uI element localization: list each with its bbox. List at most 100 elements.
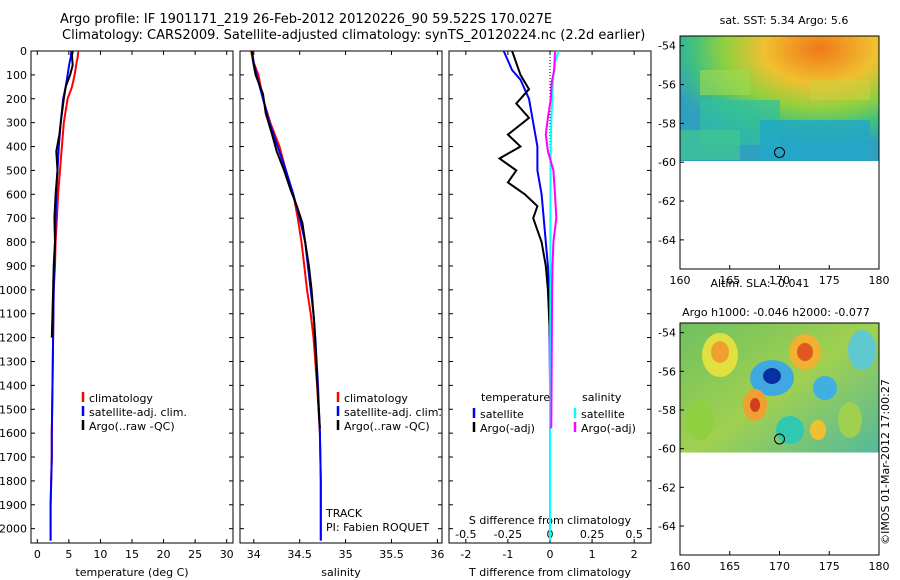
- x-tick-label: 165: [719, 560, 740, 573]
- legend-label: satellite-adj. clim.: [344, 406, 442, 419]
- y-tick-label: -56: [658, 365, 676, 378]
- series-line-salinity-0: [250, 50, 322, 541]
- x-tick-label: 175: [819, 274, 840, 287]
- y-tick-label: 0: [20, 45, 27, 58]
- y-tick-label: -64: [658, 520, 676, 533]
- y-tick-label: 1900: [0, 499, 27, 512]
- map-title: Altim. SLA: -0.041: [710, 277, 809, 290]
- y-tick-label: -62: [658, 195, 676, 208]
- x-tick-label: 1: [589, 548, 596, 561]
- track-annotation: TRACK: [325, 507, 363, 520]
- y-tick-label: -58: [658, 404, 676, 417]
- y-tick-label: 1800: [0, 475, 27, 488]
- profile-location-marker: [774, 433, 785, 445]
- panel-sla_map: 160 165 170 175 180 -54 -56 -58 -60 -62 -64 Altim. …: [658, 277, 889, 573]
- y-tick-label: 200: [6, 93, 27, 106]
- y-tick-label: 700: [6, 212, 27, 225]
- x-tick-label: 34: [247, 548, 261, 561]
- x-tick-label: 5: [65, 548, 72, 561]
- x-tick-label: 180: [869, 560, 890, 573]
- legend-label: Argo(-adj): [480, 422, 535, 435]
- panel-temperature: 0100200300400500600700800900100011001200…: [0, 45, 234, 579]
- x-tick-label: 180: [869, 274, 890, 287]
- y-tick-label: 100: [6, 69, 27, 82]
- chart-title-line1: Argo profile: IF 1901171_219 26-Feb-2012…: [60, 12, 553, 27]
- panel-salinity: 34 34.5 35 35.5 36 salinity climatologysatelli…: [239, 50, 444, 579]
- legend-label: satellite-adj. clim.: [89, 406, 187, 419]
- y-tick-label: 400: [6, 141, 27, 154]
- y-tick-label: 1000: [0, 284, 27, 297]
- salinity-tick-label: -0.25: [494, 528, 522, 541]
- y-tick-label: 1300: [0, 355, 27, 368]
- x-axis-label: salinity: [321, 566, 361, 579]
- y-tick-label: 1500: [0, 403, 27, 416]
- y-tick-label: 900: [6, 260, 27, 273]
- x-tick-label: -1: [502, 548, 513, 561]
- chart-title-line2: Climatology: CARS2009. Satellite-adjuste…: [62, 28, 646, 43]
- no-data-area: [680, 166, 879, 269]
- x-tick-label: 160: [670, 560, 691, 573]
- y-tick-label: 1600: [0, 427, 27, 440]
- x-tick-label: 160: [670, 274, 691, 287]
- sst-map-image: [680, 36, 879, 161]
- sla-map-image: [680, 323, 879, 460]
- panel-sst_map: 160 165 170 175 180 -54 -56 -58 -60 -62 -64 sat. SS…: [658, 14, 889, 287]
- y-tick-label: 1200: [0, 332, 27, 345]
- no-data-area: [680, 452, 879, 555]
- y-tick-label: 1400: [0, 379, 27, 392]
- x-tick-label: 20: [157, 548, 171, 561]
- legend-label: Argo(..raw -QC): [89, 420, 175, 433]
- x-tick-label: 15: [125, 548, 139, 561]
- series-line-temperature-2: [50, 50, 74, 338]
- series-line-differences-0: [502, 50, 551, 541]
- x-tick-label: 170: [769, 560, 790, 573]
- x-tick-label: 170: [769, 274, 790, 287]
- x-tick-label: 30: [220, 548, 234, 561]
- y-tick-label: 500: [6, 164, 27, 177]
- x-tick-label: 165: [719, 274, 740, 287]
- y-tick-label: -60: [658, 156, 676, 169]
- y-tick-label: 1700: [0, 451, 27, 464]
- y-tick-label: -58: [658, 117, 676, 130]
- x-axis-label: T difference from climatology: [468, 566, 631, 579]
- salinity-tick-label: 0.5: [625, 528, 643, 541]
- x-tick-label: -2: [460, 548, 471, 561]
- x-tick-label: 0: [34, 548, 41, 561]
- salinity-tick-label: 0.25: [580, 528, 605, 541]
- legend-label: Argo(-adj): [581, 422, 636, 435]
- x-axis-label: temperature (deg C): [75, 566, 188, 579]
- x-tick-label: 34.5: [287, 548, 312, 561]
- y-tick-label: 300: [6, 117, 27, 130]
- y-tick-label: 600: [6, 188, 27, 201]
- x-tick-label: 35.5: [379, 548, 404, 561]
- y-tick-label: -54: [658, 327, 676, 340]
- series-line-salinity-1: [250, 50, 322, 541]
- y-tick-label: -54: [658, 40, 676, 53]
- legend-label: satellite: [480, 408, 524, 421]
- y-tick-label: 2000: [0, 523, 27, 536]
- y-tick-label: -64: [658, 234, 676, 247]
- salinity-tick-label: -0.5: [455, 528, 476, 541]
- watermark-text: ©IMOS 01-Mar-2012 17:00:27: [879, 379, 892, 545]
- x-tick-label: 36: [430, 548, 444, 561]
- x-tick-label: 2: [631, 548, 638, 561]
- series-line-differences-1: [497, 50, 551, 338]
- y-tick-label: -56: [658, 79, 676, 92]
- legend-label: climatology: [344, 392, 408, 405]
- y-tick-label: -62: [658, 481, 676, 494]
- x-tick-label: 0: [547, 548, 554, 561]
- x-tick-label: 35: [339, 548, 353, 561]
- y-tick-label: 1100: [0, 308, 27, 321]
- legend-title-salinity: salinity: [582, 391, 622, 404]
- x-tick-label: 25: [188, 548, 202, 561]
- map-subtitle: Argo h1000: -0.046 h2000: -0.077: [682, 306, 870, 319]
- series-line-salinity-2: [250, 50, 321, 429]
- series-line-temperature-0: [49, 50, 80, 541]
- track-annotation: PI: Fabien ROQUET: [326, 521, 429, 534]
- legend-label: Argo(..raw -QC): [344, 420, 430, 433]
- map-title: sat. SST: 5.34 Argo: 5.6: [720, 14, 849, 27]
- legend-title-temperature: temperature: [481, 391, 550, 404]
- plot-frame: [239, 50, 443, 544]
